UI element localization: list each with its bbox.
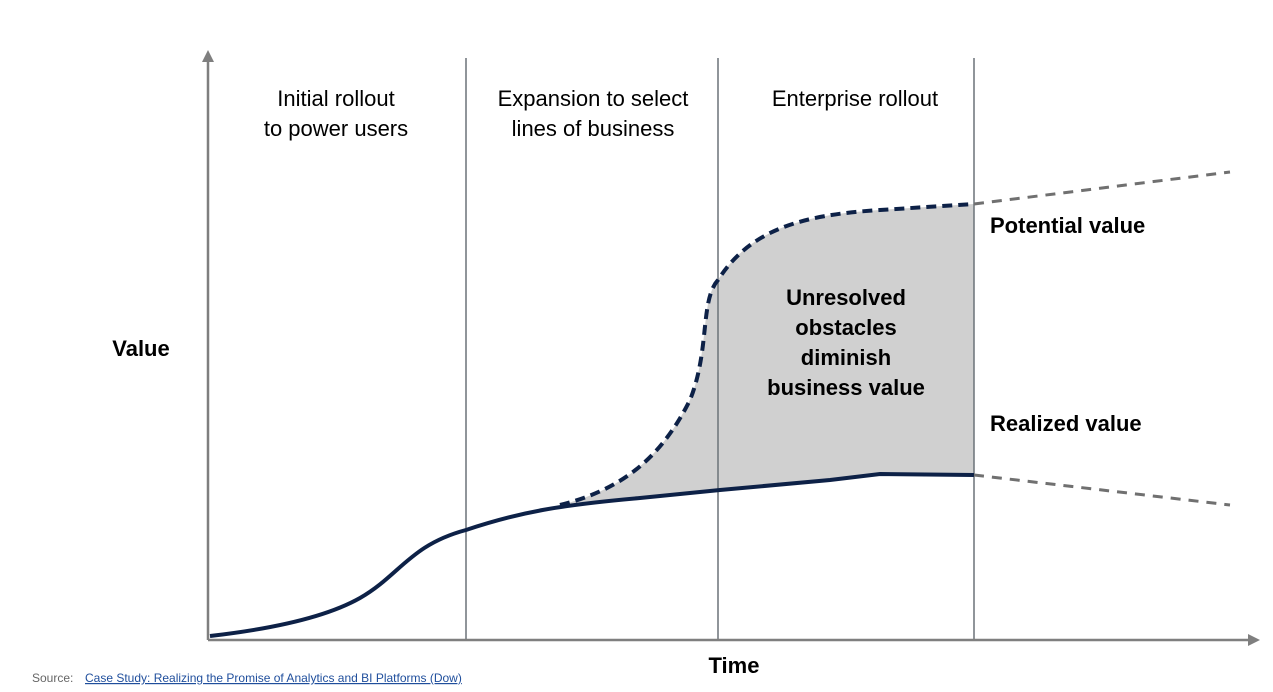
- annotation: diminish: [801, 345, 891, 370]
- annotation: Unresolved: [786, 285, 906, 310]
- x-axis-label: Time: [709, 653, 760, 678]
- annotation: business value: [767, 375, 925, 400]
- realized-projection: [973, 473, 1231, 507]
- phase-label: lines of business: [512, 116, 675, 141]
- value-gap-area: [560, 204, 974, 505]
- axes: [202, 50, 1260, 646]
- source-prefix: Source:: [32, 671, 73, 685]
- phase-label: Expansion to select: [498, 86, 689, 111]
- source-link[interactable]: Case Study: Realizing the Promise of Ana…: [85, 671, 462, 685]
- realized-curve: [209, 471, 975, 638]
- phase-label: Initial rollout: [277, 86, 394, 111]
- annotation: obstacles: [795, 315, 897, 340]
- x-arrow: [1248, 634, 1260, 646]
- y-arrow: [202, 50, 214, 62]
- y-axis-label: Value: [112, 336, 169, 361]
- potential-label: Potential value: [990, 213, 1145, 238]
- phase-label: to power users: [264, 116, 408, 141]
- realized-label: Realized value: [990, 411, 1142, 436]
- phase-dividers: [465, 58, 975, 640]
- phase-label: Enterprise rollout: [772, 86, 938, 111]
- potential-curve: [559, 202, 975, 507]
- potential-projection: [973, 170, 1231, 206]
